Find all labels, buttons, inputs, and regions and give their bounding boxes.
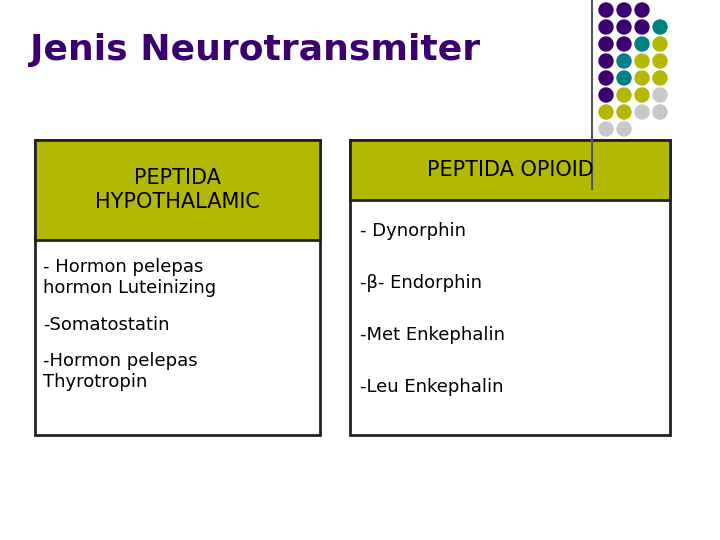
Text: PEPTIDA
HYPOTHALAMIC: PEPTIDA HYPOTHALAMIC — [95, 168, 260, 212]
Bar — [350, 140, 670, 200]
Text: -Met Enkephalin: -Met Enkephalin — [360, 326, 505, 344]
Circle shape — [617, 3, 631, 17]
Circle shape — [635, 88, 649, 102]
Circle shape — [599, 3, 613, 17]
Bar — [35, 140, 320, 240]
Text: -β- Endorphin: -β- Endorphin — [360, 274, 482, 292]
Text: -Somatostatin: -Somatostatin — [43, 316, 169, 334]
Text: -Hormon pelepas
Thyrotropin: -Hormon pelepas Thyrotropin — [43, 352, 197, 391]
Circle shape — [617, 54, 631, 68]
Text: PEPTIDA OPIOID: PEPTIDA OPIOID — [427, 160, 593, 180]
Circle shape — [599, 105, 613, 119]
Circle shape — [635, 3, 649, 17]
Circle shape — [617, 105, 631, 119]
Circle shape — [617, 37, 631, 51]
Circle shape — [653, 105, 667, 119]
Circle shape — [617, 71, 631, 85]
Circle shape — [635, 54, 649, 68]
Text: -Leu Enkephalin: -Leu Enkephalin — [360, 378, 503, 396]
Circle shape — [653, 37, 667, 51]
Circle shape — [635, 71, 649, 85]
Text: - Hormon pelepas
hormon Luteinizing: - Hormon pelepas hormon Luteinizing — [43, 258, 216, 297]
Text: - Dynorphin: - Dynorphin — [360, 222, 466, 240]
Circle shape — [653, 20, 667, 34]
Bar — [35, 140, 320, 435]
Circle shape — [635, 20, 649, 34]
Circle shape — [599, 37, 613, 51]
Circle shape — [617, 122, 631, 136]
Circle shape — [635, 37, 649, 51]
Circle shape — [599, 20, 613, 34]
Circle shape — [617, 88, 631, 102]
Circle shape — [617, 20, 631, 34]
Circle shape — [599, 54, 613, 68]
Text: Jenis Neurotransmiter: Jenis Neurotransmiter — [30, 33, 480, 67]
Circle shape — [653, 88, 667, 102]
Circle shape — [599, 88, 613, 102]
Circle shape — [653, 54, 667, 68]
Circle shape — [635, 105, 649, 119]
Circle shape — [653, 71, 667, 85]
Circle shape — [599, 122, 613, 136]
Circle shape — [599, 71, 613, 85]
Bar — [350, 140, 670, 435]
